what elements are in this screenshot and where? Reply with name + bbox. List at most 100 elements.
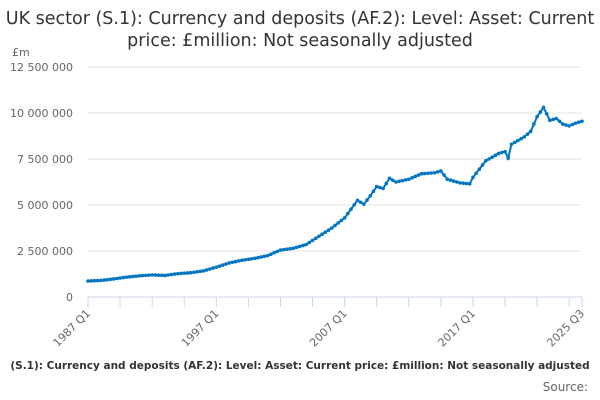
data-point bbox=[163, 273, 167, 278]
data-point bbox=[400, 178, 405, 183]
x-tick-label: 2007 Q1 bbox=[307, 307, 350, 350]
data-point bbox=[390, 178, 395, 182]
source-label: Source: bbox=[542, 380, 588, 394]
data-point bbox=[172, 272, 177, 276]
data-point bbox=[419, 171, 424, 176]
data-point bbox=[509, 142, 514, 147]
data-point bbox=[387, 176, 392, 181]
data-point bbox=[89, 279, 94, 283]
y-tick-label: 10 000 000 bbox=[10, 107, 73, 120]
data-point bbox=[333, 223, 337, 228]
data-point bbox=[339, 218, 344, 223]
data-point bbox=[118, 276, 122, 280]
data-point bbox=[378, 185, 382, 190]
legend-entry: (S.1): Currency and deposits (AF.2): Lev… bbox=[10, 360, 590, 372]
data-point bbox=[272, 251, 276, 255]
data-point bbox=[519, 136, 523, 141]
data-point bbox=[313, 236, 318, 241]
data-point bbox=[548, 118, 552, 123]
data-point bbox=[249, 257, 254, 261]
data-point bbox=[442, 173, 446, 177]
data-point bbox=[512, 140, 517, 145]
data-point bbox=[278, 248, 283, 252]
data-point bbox=[564, 123, 568, 127]
data-point bbox=[403, 178, 408, 182]
data-point bbox=[538, 110, 543, 114]
data-point bbox=[140, 273, 145, 278]
data-point bbox=[297, 244, 302, 249]
data-point bbox=[227, 261, 231, 265]
data-point bbox=[147, 273, 151, 277]
data-point bbox=[426, 171, 430, 176]
data-point bbox=[471, 175, 475, 180]
data-point bbox=[204, 268, 209, 272]
data-point bbox=[201, 269, 206, 273]
data-point bbox=[285, 247, 289, 251]
data-point bbox=[374, 184, 379, 189]
data-point bbox=[483, 159, 488, 163]
data-point bbox=[365, 198, 369, 202]
data-point bbox=[253, 256, 257, 261]
data-point bbox=[86, 279, 90, 283]
data-point bbox=[544, 112, 549, 116]
data-point bbox=[432, 171, 437, 175]
data-point bbox=[355, 198, 360, 203]
data-point bbox=[535, 114, 539, 119]
data-point bbox=[102, 278, 106, 282]
data-point bbox=[329, 226, 334, 230]
data-point bbox=[182, 271, 187, 275]
data-point bbox=[108, 277, 113, 282]
data-point bbox=[262, 254, 267, 259]
data-point bbox=[496, 151, 501, 156]
data-point bbox=[124, 275, 129, 279]
data-point bbox=[429, 171, 434, 175]
data-point bbox=[464, 181, 469, 186]
data-point bbox=[198, 269, 203, 274]
data-point bbox=[394, 180, 398, 184]
data-point bbox=[259, 255, 264, 259]
data-point bbox=[336, 221, 341, 225]
data-point bbox=[516, 138, 520, 143]
x-tick-label: 2025 Q3 bbox=[545, 307, 588, 350]
data-point bbox=[265, 253, 270, 258]
data-point bbox=[381, 186, 385, 191]
data-point bbox=[256, 255, 260, 260]
data-point bbox=[560, 122, 565, 126]
data-point bbox=[92, 278, 97, 283]
data-point bbox=[358, 200, 363, 205]
y-tick-label: 7 500 000 bbox=[17, 153, 73, 166]
x-tick-label: 1987 Q1 bbox=[51, 307, 94, 350]
data-point bbox=[275, 249, 280, 254]
data-point bbox=[551, 117, 555, 122]
x-tick-label: 2017 Q1 bbox=[436, 307, 479, 350]
series-line bbox=[87, 105, 583, 282]
data-point bbox=[95, 278, 100, 283]
data-point bbox=[362, 202, 366, 206]
data-point bbox=[115, 276, 119, 281]
data-point bbox=[487, 157, 491, 161]
data-point bbox=[320, 232, 324, 237]
data-point bbox=[159, 273, 164, 278]
data-point bbox=[214, 265, 219, 269]
data-point bbox=[458, 181, 462, 185]
y-tick-label: 12 500 000 bbox=[10, 61, 73, 74]
data-point bbox=[490, 155, 494, 159]
data-point bbox=[522, 135, 527, 139]
data-point bbox=[179, 271, 183, 276]
data-point bbox=[477, 167, 482, 171]
data-point bbox=[576, 120, 581, 124]
y-tick-label: 5 000 000 bbox=[17, 199, 73, 212]
data-point bbox=[134, 274, 138, 278]
data-point bbox=[220, 263, 225, 267]
data-point bbox=[554, 116, 559, 121]
data-point bbox=[288, 246, 292, 251]
data-point bbox=[532, 122, 536, 126]
data-point bbox=[99, 278, 103, 283]
data-point bbox=[352, 202, 357, 207]
data-point bbox=[439, 169, 443, 173]
data-point bbox=[455, 180, 459, 184]
y-tick-label: 0 bbox=[66, 291, 73, 304]
data-point bbox=[567, 124, 571, 128]
data-point bbox=[240, 258, 244, 263]
